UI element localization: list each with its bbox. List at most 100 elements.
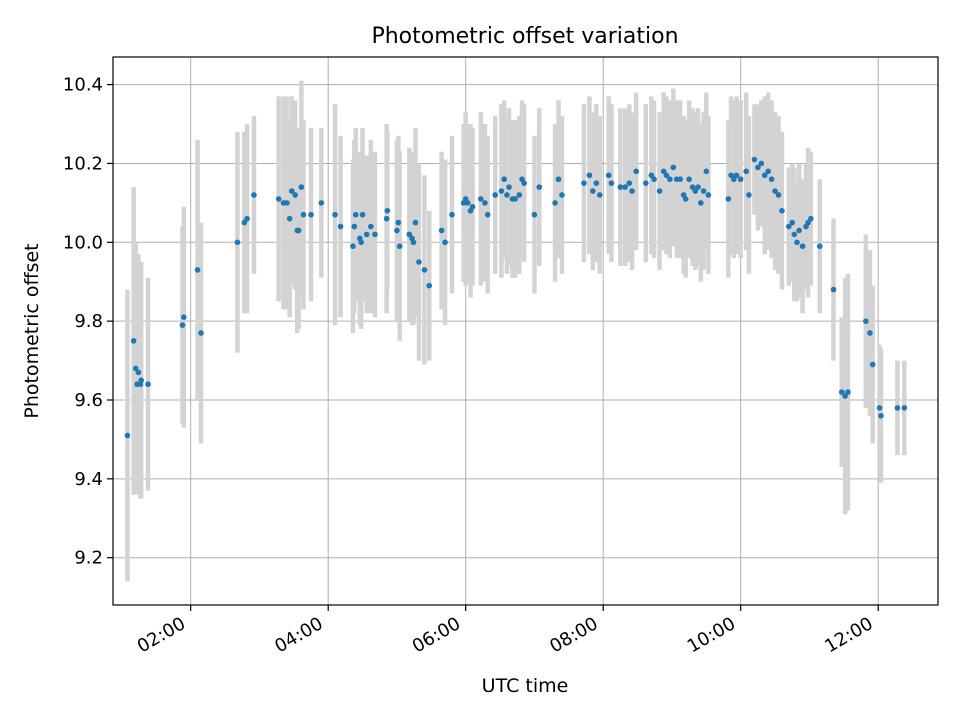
data-point xyxy=(359,211,366,218)
data-point xyxy=(504,192,510,198)
data-point xyxy=(396,243,403,250)
data-point xyxy=(677,176,683,183)
data-point xyxy=(241,219,248,226)
data-point xyxy=(559,192,565,198)
data-point xyxy=(667,176,673,183)
data-point xyxy=(449,211,455,218)
data-point xyxy=(725,196,732,202)
data-point xyxy=(426,282,433,289)
data-point xyxy=(352,211,359,218)
data-point xyxy=(869,361,876,368)
data-point xyxy=(124,432,131,439)
data-point xyxy=(478,196,484,202)
data-point xyxy=(586,172,593,179)
data-point xyxy=(145,381,151,388)
x-tick-label: 10:00 xyxy=(684,613,739,657)
data-point xyxy=(251,192,257,198)
x-tick-label: 12:00 xyxy=(821,613,876,657)
data-points xyxy=(124,156,908,439)
data-point xyxy=(796,227,802,234)
data-point xyxy=(695,184,701,190)
x-tick-label: 08:00 xyxy=(546,613,601,657)
data-point xyxy=(234,239,241,246)
data-point xyxy=(863,318,869,324)
data-point xyxy=(395,219,402,226)
data-point xyxy=(867,330,873,336)
data-point xyxy=(838,389,845,395)
data-point xyxy=(506,184,512,190)
data-point xyxy=(516,192,523,198)
y-tick-label: 10.4 xyxy=(63,75,103,96)
data-point xyxy=(406,231,413,238)
data-point xyxy=(412,219,419,226)
data-point xyxy=(830,286,837,293)
x-tick-label: 06:00 xyxy=(409,613,464,657)
data-point xyxy=(765,168,771,175)
data-point xyxy=(394,227,400,234)
data-point xyxy=(656,188,663,194)
data-point xyxy=(845,389,851,395)
data-point xyxy=(629,188,635,194)
data-point xyxy=(421,267,428,273)
data-point xyxy=(416,259,422,265)
data-point xyxy=(464,200,471,206)
data-point xyxy=(288,188,295,194)
data-point xyxy=(138,377,144,384)
data-point xyxy=(531,211,538,218)
data-point xyxy=(536,184,543,190)
y-tick-label: 10.2 xyxy=(63,153,103,174)
data-point xyxy=(651,176,657,183)
data-point xyxy=(275,196,282,202)
data-point xyxy=(350,243,356,250)
data-point xyxy=(298,184,305,190)
y-tick-label: 10.0 xyxy=(63,232,103,253)
data-point xyxy=(799,243,806,250)
data-point xyxy=(876,405,883,411)
data-point xyxy=(292,192,298,198)
data-point xyxy=(728,172,734,179)
data-point xyxy=(703,168,710,175)
data-point xyxy=(318,200,325,206)
data-point xyxy=(768,176,775,183)
data-point xyxy=(805,219,811,226)
data-point xyxy=(786,223,792,230)
data-point xyxy=(758,160,765,167)
data-point xyxy=(596,192,603,198)
data-point xyxy=(581,180,587,186)
data-point xyxy=(332,211,338,218)
data-point xyxy=(794,239,800,246)
data-point xyxy=(384,207,391,214)
data-point xyxy=(617,184,624,190)
data-point xyxy=(608,180,615,186)
data-point xyxy=(198,330,204,336)
y-tick-label: 9.8 xyxy=(74,311,103,332)
data-point xyxy=(135,369,142,376)
data-point xyxy=(682,196,689,202)
data-point xyxy=(705,192,712,198)
data-point xyxy=(660,168,667,175)
data-point xyxy=(816,243,823,250)
x-axis-label: UTC time xyxy=(482,675,569,697)
data-point xyxy=(791,231,798,238)
errorbars xyxy=(125,80,907,582)
data-point xyxy=(308,211,314,218)
data-point xyxy=(363,231,370,238)
data-point xyxy=(692,188,699,194)
data-point xyxy=(700,188,707,194)
data-point xyxy=(605,172,612,179)
data-point xyxy=(372,231,378,238)
data-point xyxy=(901,405,908,411)
data-point xyxy=(351,223,358,230)
data-point xyxy=(132,365,139,372)
data-point xyxy=(194,267,201,273)
plot-frame xyxy=(112,56,939,606)
data-point xyxy=(498,188,505,194)
data-point xyxy=(482,200,488,206)
data-point xyxy=(501,176,507,183)
data-point xyxy=(737,176,744,183)
data-point xyxy=(761,172,768,179)
data-point xyxy=(555,176,562,183)
y-tick-label: 9.4 xyxy=(74,469,103,490)
data-point xyxy=(775,192,782,198)
